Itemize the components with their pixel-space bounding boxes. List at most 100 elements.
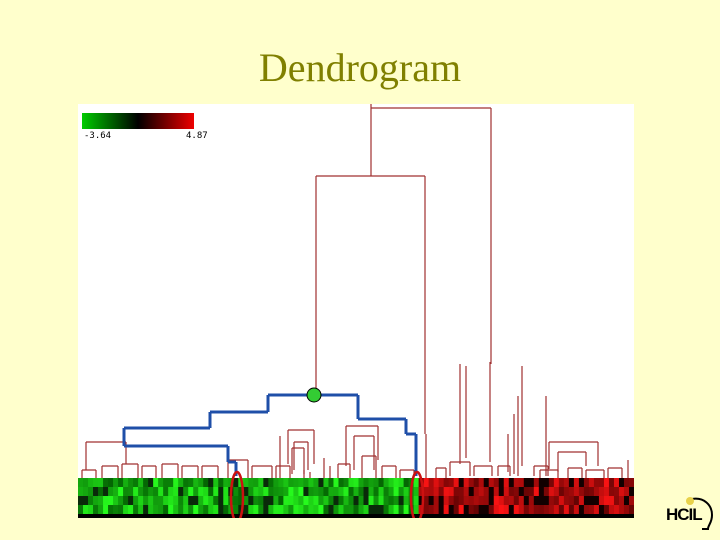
dendrogram-svg[interactable] [78,104,634,518]
heatmap-cell [518,478,525,487]
heatmap-cell [578,496,585,505]
heatmap-cell [178,487,184,496]
heatmap-cell [168,505,174,514]
heatmap-cell [573,505,580,514]
heatmap-cell [133,496,139,505]
heatmap-cell [378,505,385,514]
heatmap-cell [223,496,229,505]
heatmap-cell [388,505,395,514]
heatmap-cell [353,505,360,514]
heatmap-cell [163,505,169,514]
heatmap-cell [498,505,505,514]
heatmap-cell [363,478,370,487]
heatmap-cell [258,478,264,487]
heatmap-cell [608,496,615,505]
heatmap-cell [308,487,315,496]
heatmap-cell [568,487,575,496]
heatmap-cell [168,496,174,505]
heatmap-cell [398,487,405,496]
heatmap-cell [183,487,189,496]
heatmap-cell [353,487,360,496]
heatmap-cell [83,505,89,514]
heatmap-cell [393,487,400,496]
heatmap-cell [563,496,570,505]
heatmap-cell [298,496,305,505]
heatmap-cell [438,496,445,505]
heatmap-cell [138,478,144,487]
heatmap-cell [488,505,495,514]
heatmap-cell [513,478,520,487]
heatmap-cell [628,496,634,505]
heatmap-cell [523,487,530,496]
heatmap-cell [533,505,540,514]
heatmap-cell [488,487,495,496]
heatmap-cell [193,487,199,496]
heatmap-cell [263,487,269,496]
heatmap-cell [573,496,580,505]
heatmap-cell [138,505,144,514]
heatmap-cell [173,478,179,487]
heatmap-cell [298,478,305,487]
heatmap-cell [458,487,465,496]
heatmap-cell [423,478,430,487]
heatmap-cell [78,478,84,487]
heatmap-cell [88,496,94,505]
heatmap-cell [118,496,124,505]
heatmap-cell [423,505,430,514]
heatmap-cell [268,496,274,505]
heatmap-cell [333,505,340,514]
heatmap-cell [143,496,149,505]
heatmap-cell [203,478,209,487]
heatmap-cell [118,505,124,514]
heatmap-cell [353,496,360,505]
heatmap-cell [233,487,239,496]
heatmap-cell [318,478,325,487]
heatmap-cell [623,487,630,496]
heatmap-cell [523,478,530,487]
heatmap-cell [423,487,430,496]
color-scale-legend [82,113,194,129]
heatmap-cell [543,487,550,496]
heatmap-cell [283,505,289,514]
heatmap-cell [533,478,540,487]
dendrogram-tree [81,104,629,478]
heatmap-cell [198,487,204,496]
heatmap-cell [533,496,540,505]
heatmap-cell [138,487,144,496]
heatmap-cell [113,505,119,514]
heatmap-cell [323,478,330,487]
heatmap-cell [108,496,114,505]
heatmap-cell [208,487,214,496]
heatmap-cell [93,478,99,487]
selected-node-marker[interactable] [306,387,322,403]
dendrogram-panel[interactable]: -3.64 4.87 [78,104,634,518]
heatmap-cell [493,487,500,496]
heatmap-cell [463,487,470,496]
heatmap-cell [133,505,139,514]
heatmap-cell [438,478,445,487]
heatmap-cell [283,478,289,487]
heatmap-cell [338,496,345,505]
heatmap-cell [128,478,134,487]
heatmap-cell [363,487,370,496]
heatmap-cell [403,496,410,505]
highlight-oval-right [409,470,425,518]
heatmap-cell [193,478,199,487]
heatmap-cell [558,478,565,487]
heatmap-cell [173,496,179,505]
heatmap-cell [588,496,595,505]
heatmap-cell [113,478,119,487]
heatmap-cell [508,478,515,487]
heatmap-cell [368,496,375,505]
heatmap-cell [593,478,600,487]
heatmap-cell [188,478,194,487]
heatmap-cell [368,487,375,496]
heatmap-cell [433,487,440,496]
heatmap-cell [613,496,620,505]
heatmap-cell [613,505,620,514]
heatmap-cell [273,478,279,487]
heatmap-cell [578,478,585,487]
heatmap-cell [413,478,420,487]
heatmap-cell [303,496,310,505]
heatmap-cell [363,496,370,505]
